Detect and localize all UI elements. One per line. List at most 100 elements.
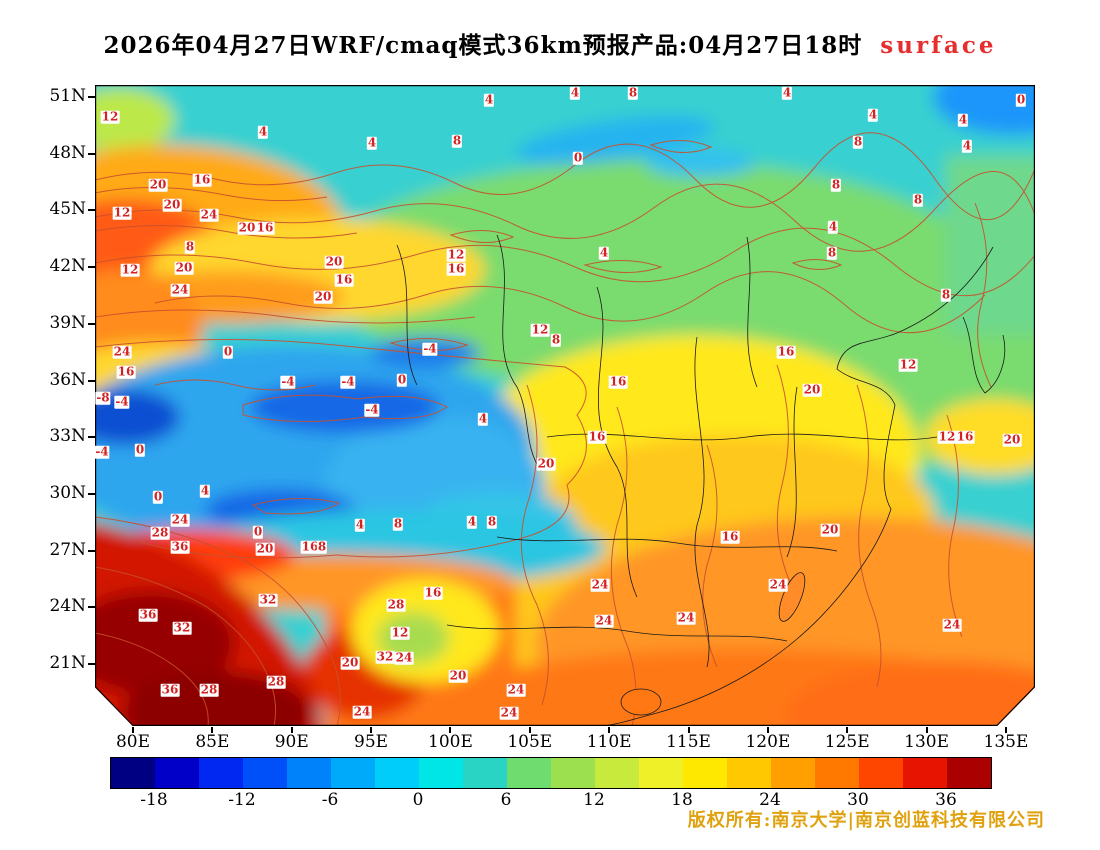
contour-label: 4 [598, 245, 610, 260]
contour-label: 8 [912, 192, 924, 207]
colorbar-cell [463, 758, 507, 788]
contour-label: 24 [394, 650, 414, 665]
contour-label: 4 [257, 124, 269, 139]
temperature-field-svg [95, 85, 1035, 726]
contour-label: 8 [627, 85, 639, 100]
contour-label: 24 [942, 617, 962, 632]
contour-label: 16 [446, 261, 466, 276]
colorbar-cell [947, 758, 991, 788]
forecast-map: 12 4 4 8 4 4 8 4 4 8 4 0 4 0 16 20 20 24 12 20 16 8 12 20 24 8 8 4 8… [95, 85, 1035, 726]
colorbar-cell [815, 758, 859, 788]
contour-label: 32 [172, 620, 192, 635]
lat-tick-label: 24N [49, 596, 86, 617]
contour-label-layer: 12 4 4 8 4 4 8 4 4 8 4 0 4 0 16 20 20 24 12 20 16 8 12 20 24 8 8 4 8… [95, 85, 1035, 726]
colorbar-cell [595, 758, 639, 788]
contour-label: 16 [608, 374, 628, 389]
colorbar-cell [859, 758, 903, 788]
title-surface-label: surface [880, 32, 997, 59]
lat-tick-mark [88, 152, 95, 155]
lon-tick-label: 135E [983, 732, 1029, 752]
contour-label: 20 [340, 655, 360, 670]
contour-label: 4 [961, 138, 973, 153]
contour-label: 0 [572, 150, 584, 165]
contour-label: 8 [184, 239, 196, 254]
lon-tick-mark [925, 727, 928, 733]
contour-label: 4 [199, 483, 211, 498]
contour-label: 4 [477, 411, 489, 426]
lon-tick-label: 125E [824, 732, 870, 752]
contour-label: -4 [340, 374, 356, 389]
contour-label: 20 [237, 220, 257, 235]
colorbar-cell [551, 758, 595, 788]
taiwan-island [778, 572, 806, 622]
contour-label: 20 [448, 668, 468, 683]
contour-label: 24 [112, 344, 132, 359]
colorbar-cell [243, 758, 287, 788]
contour-label: 16 [116, 364, 136, 379]
lat-tick-label: 39N [49, 312, 86, 333]
colorbar-cell [287, 758, 331, 788]
lat-tick-mark [88, 266, 95, 269]
contour-label: 24 [594, 613, 614, 628]
colorbar-cell [375, 758, 419, 788]
colorbar-cell [771, 758, 815, 788]
contour-label: -4 [280, 374, 296, 389]
title-main: 2026年04月27日WRF/cmaq模式36km预报产品:04月27日18时 [103, 32, 863, 59]
coastlines-borders [396, 234, 1006, 726]
contour-label: 20 [536, 456, 556, 471]
contour-label: 8 [451, 133, 463, 148]
lat-tick-mark [88, 96, 95, 98]
contour-label: 4 [867, 107, 879, 122]
map-frame [95, 85, 1035, 726]
contour-label: 36 [138, 607, 158, 622]
contour-label: 12 [937, 429, 957, 444]
contour-label: 8 [830, 177, 842, 192]
lat-tick-label: 51N [49, 86, 86, 106]
contour-label: 32 [375, 649, 395, 664]
contour-label: 4 [366, 135, 378, 150]
copyright-text: 版权所有:南京大学|南京创蓝科技有限公司 [687, 810, 1045, 831]
contour-label: -8 [95, 390, 111, 405]
contour-label: -4 [364, 402, 380, 417]
contour-label: 36 [170, 539, 190, 554]
lon-tick-label: 85E [195, 732, 230, 752]
contour-label: 20 [255, 541, 275, 556]
contour-label: -4 [95, 444, 110, 459]
lon-tick-label: 90E [274, 732, 309, 752]
contour-label: 24 [506, 682, 526, 697]
contour-label: -4 [422, 341, 438, 356]
contour-label: 16 [955, 429, 975, 444]
contour-label: 36 [160, 682, 180, 697]
contour-label: 20 [1002, 432, 1022, 447]
contour-label: 4 [466, 514, 478, 529]
contour-label: 32 [258, 592, 278, 607]
contour-label: 4 [781, 85, 793, 100]
contour-label: 20 [802, 382, 822, 397]
contour-label: 4 [354, 517, 366, 532]
lon-tick-mark [846, 727, 849, 733]
contour-label: 20 [313, 289, 333, 304]
colorbar-cell [683, 758, 727, 788]
contour-label: 0 [252, 524, 264, 539]
hainan-island [620, 688, 662, 716]
contour-label: 12 [898, 357, 918, 372]
lat-tick-label: 30N [49, 482, 86, 503]
contour-label: 8 [392, 516, 404, 531]
lat-tick-mark [88, 492, 95, 495]
colorbar-cell [111, 758, 155, 788]
lat-tick-mark [88, 379, 95, 382]
contour-label: 24 [170, 282, 190, 297]
contour-label: 16 [192, 172, 212, 187]
contour-label: 24 [768, 577, 788, 592]
lon-tick-mark [370, 727, 373, 733]
lat-tick-mark [88, 663, 95, 665]
contour-label: -4 [114, 394, 130, 409]
contour-label: 16 [587, 429, 607, 444]
contour-label: 20 [162, 197, 182, 212]
contour-label: 28 [266, 674, 286, 689]
lat-tick-label: 27N [49, 539, 86, 560]
contour-label: 0 [396, 372, 408, 387]
contour-label: 24 [352, 704, 372, 719]
page-title: 2026年04月27日WRF/cmaq模式36km预报产品:04月27日18时 s… [0, 26, 1100, 60]
colorbar-cell [331, 758, 375, 788]
